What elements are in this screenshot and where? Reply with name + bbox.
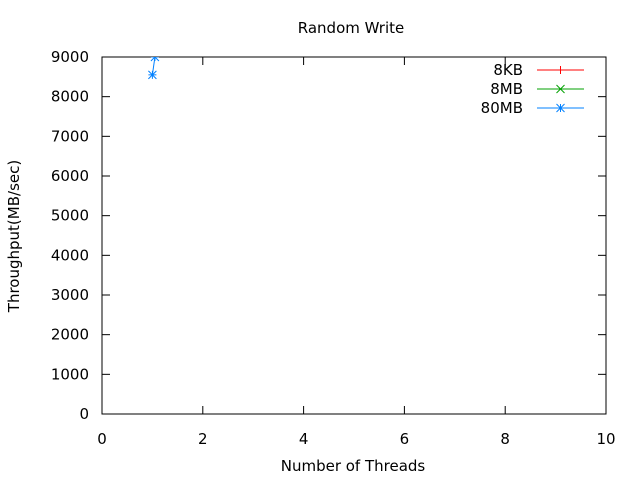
y-tick-label: 6000 (51, 167, 89, 185)
x-axis-label: Number of Threads (281, 457, 426, 475)
data-point-80MB (150, 57, 160, 62)
x-tick-label: 8 (500, 430, 510, 448)
data-series-group (148, 57, 160, 80)
x-tick-label: 0 (97, 430, 107, 448)
y-axis-label: Throughput(MB/sec) (5, 160, 23, 313)
legend-label: 8MB (490, 80, 523, 98)
y-tick-label: 8000 (51, 88, 89, 106)
x-tick-label: 4 (299, 430, 309, 448)
y-tick-label: 4000 (51, 246, 89, 264)
plot-frame (101, 56, 607, 415)
legend-marker-8KB (556, 66, 565, 74)
y-tick-label: 1000 (51, 365, 89, 383)
legend-label: 8KB (493, 61, 523, 79)
data-point-80MB (148, 70, 157, 80)
legend-marker-80MB (556, 103, 565, 113)
chart-title: Random Write (298, 19, 404, 37)
y-tick-label: 7000 (51, 127, 89, 145)
y-tick-label: 9000 (51, 48, 89, 66)
x-tick-label: 2 (198, 430, 208, 448)
y-tick-label: 0 (79, 405, 89, 423)
plot-area: 0 1000 2000 3000 4000 5000 6000 7000 8000 9000 0 2 4… (51, 48, 616, 448)
y-tick-label: 2000 (51, 326, 89, 344)
y-tick-label: 5000 (51, 207, 89, 225)
legend-marker-8MB (556, 84, 565, 94)
y-tick-label: 3000 (51, 286, 89, 304)
x-tick-label: 6 (400, 430, 410, 448)
x-tick-label: 10 (596, 430, 615, 448)
legend-label: 80MB (481, 99, 523, 117)
